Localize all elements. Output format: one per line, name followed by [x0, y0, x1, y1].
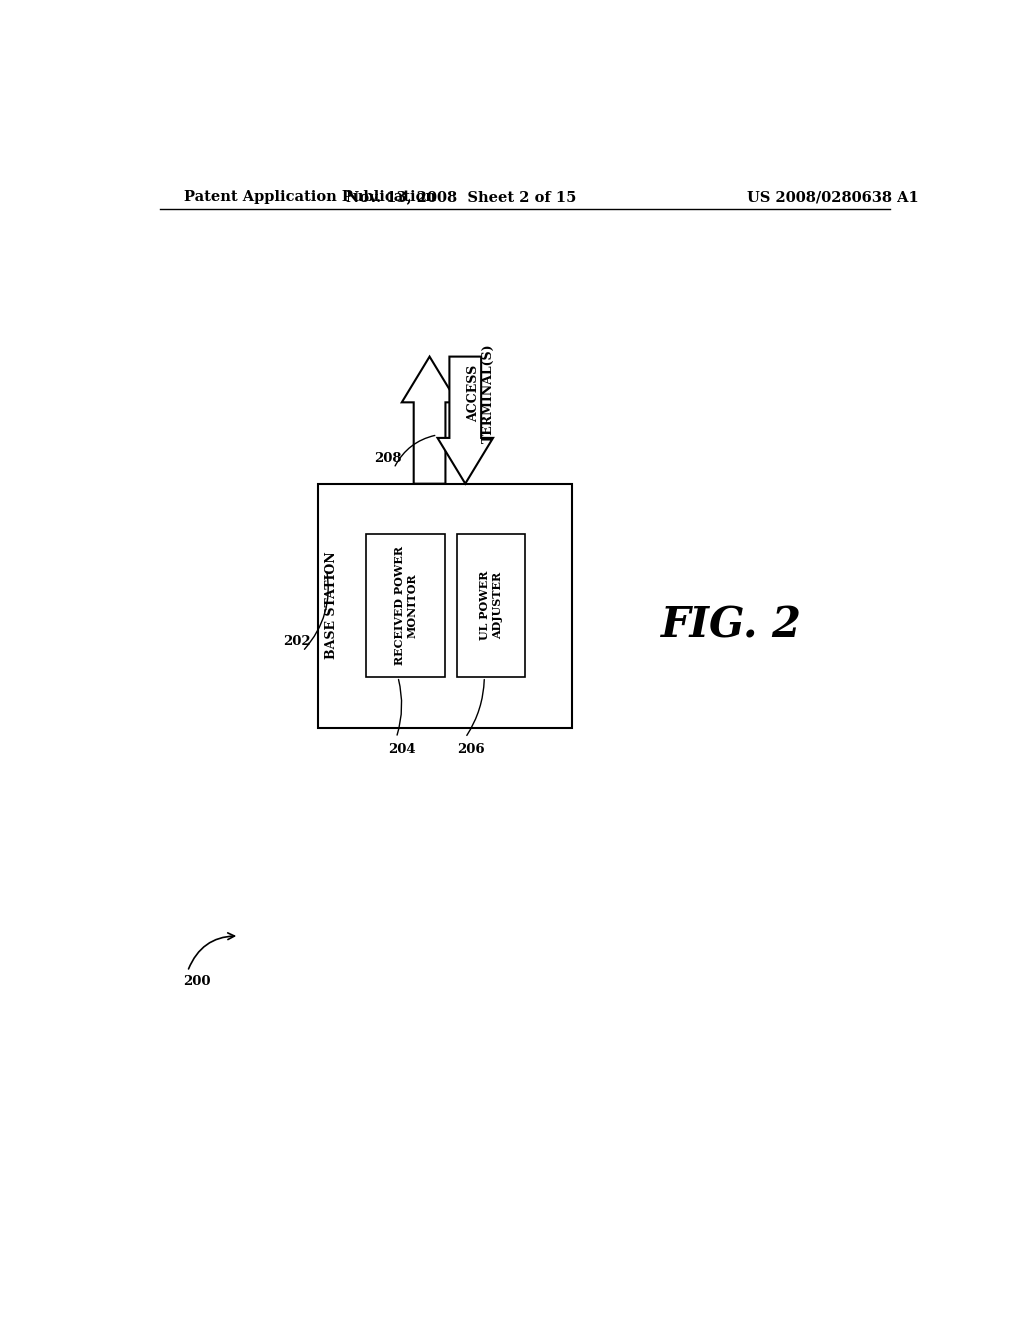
Text: BASE STATION: BASE STATION [326, 552, 339, 660]
Text: US 2008/0280638 A1: US 2008/0280638 A1 [748, 190, 919, 205]
Text: 200: 200 [183, 975, 211, 989]
Bar [367, 535, 445, 677]
Bar [458, 535, 524, 677]
Text: 204: 204 [388, 743, 416, 756]
Text: 208: 208 [374, 451, 401, 465]
Text: UL POWER
ADJUSTER: UL POWER ADJUSTER [479, 572, 503, 640]
Text: FIG. 2: FIG. 2 [660, 605, 802, 647]
Text: RECEIVED POWER
MONITOR: RECEIVED POWER MONITOR [394, 546, 418, 665]
Polygon shape [437, 356, 494, 483]
Text: ACCESS
TERMINAL(S): ACCESS TERMINAL(S) [467, 343, 496, 444]
Text: Patent Application Publication: Patent Application Publication [183, 190, 435, 205]
Text: Nov. 13, 2008  Sheet 2 of 15: Nov. 13, 2008 Sheet 2 of 15 [346, 190, 577, 205]
Text: 202: 202 [283, 635, 310, 648]
Bar [318, 483, 572, 727]
Text: 206: 206 [458, 743, 485, 756]
Polygon shape [401, 356, 458, 483]
